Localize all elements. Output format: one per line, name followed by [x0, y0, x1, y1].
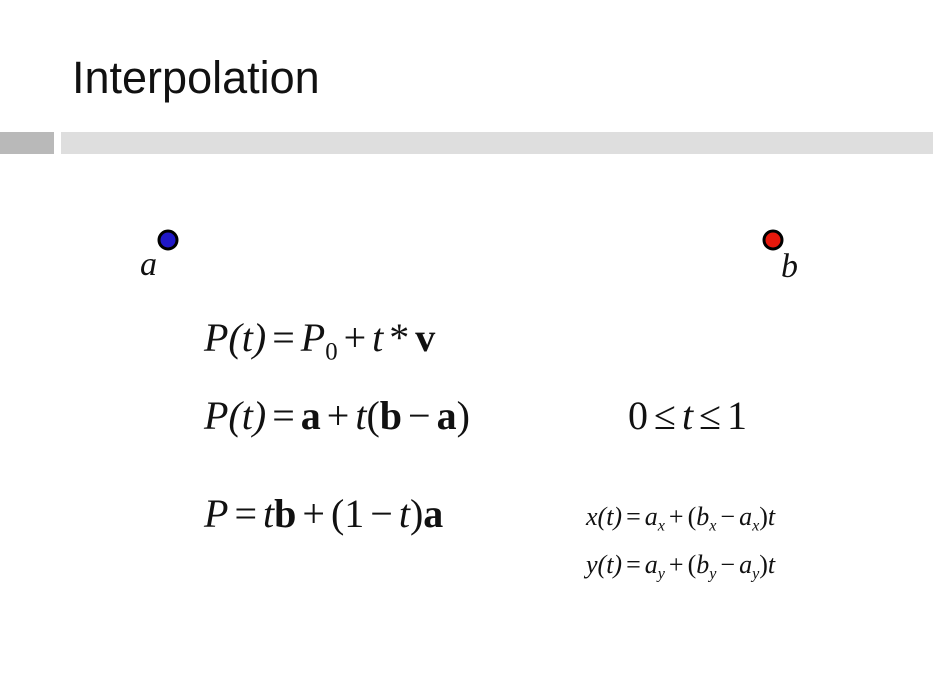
equation-parametric-points: P(t) = a + t(b − a) — [204, 393, 470, 438]
equation-lerp: P = tb + (1− t)a — [204, 491, 444, 536]
equation-component-x: x(t) = ax + (bx − ax)t — [586, 502, 776, 535]
title-accent-bar — [0, 132, 54, 154]
endpoint-b — [762, 229, 784, 251]
slide-title: Interpolation — [72, 52, 320, 103]
title-rule-bar — [61, 132, 933, 154]
endpoint-a — [157, 229, 179, 251]
endpoint-a-label: a — [140, 246, 157, 283]
line-segment-figure — [157, 229, 784, 251]
equation-parameter-range: 0 ≤ t ≤1 — [628, 393, 748, 438]
endpoint-b-label: b — [781, 248, 798, 285]
equation-component-y: y(t) = ay + (by − ay)t — [586, 550, 776, 583]
equation-parametric-vector: P(t) = P0 + t * v — [204, 315, 436, 366]
